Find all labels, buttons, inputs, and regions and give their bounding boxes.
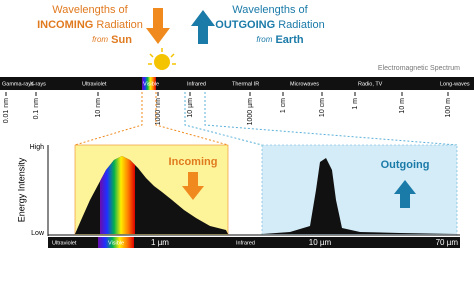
band-label: Radio, TV (358, 81, 383, 87)
tick-label: 10 cm (319, 98, 326, 117)
band-label: Long-waves (440, 81, 470, 87)
band-label: Thermal IR (232, 81, 259, 87)
incoming-plot-arrow (182, 172, 204, 200)
tick-label: 10 nm (95, 98, 102, 118)
heading-line: from Earth (256, 34, 303, 46)
sun (154, 54, 170, 70)
y-high: High (30, 144, 45, 151)
spectrum-strip (0, 77, 474, 90)
spectrum-title: Electromagnetic Spectrum (378, 65, 460, 72)
outgoing-plot-arrow (394, 180, 416, 208)
y-title: Energy Intensity (16, 157, 26, 222)
band-label: Gamma-rays (2, 81, 34, 87)
sun-rays (148, 48, 176, 65)
bottom-visible (98, 237, 134, 248)
heading-line: Wavelengths of (232, 4, 308, 16)
y-low: Low (31, 230, 45, 237)
from: from (92, 35, 108, 44)
emphasis: OUTGOING (215, 19, 275, 31)
bottom-label: 1 µm (151, 238, 169, 247)
band-label: X-rays (30, 81, 46, 87)
incoming-arrow (146, 8, 170, 44)
outgoing-box (261, 144, 458, 236)
incoming-heading: Wavelengths of INCOMING Radiation from S… (37, 4, 143, 46)
emphasis: INCOMING (37, 19, 93, 31)
tick-label: 10 µm (187, 98, 194, 118)
source: Sun (111, 34, 132, 46)
incoming-label: Incoming (169, 156, 218, 168)
tick-label: 1 cm (280, 98, 287, 113)
heading-line: Wavelengths of (52, 4, 128, 16)
tick-label: 1000 µm (247, 98, 254, 126)
outgoing-label: Outgoing (381, 159, 430, 171)
outgoing-arrow (191, 10, 215, 44)
heading-line: OUTGOING Radiation (215, 19, 324, 31)
band-label: Microwaves (290, 81, 319, 87)
tick-label: 0.1 nm (33, 98, 40, 120)
heading-line: from Sun (92, 34, 132, 46)
band-label: Infrared (187, 81, 206, 87)
tick-label: 1 m (352, 98, 359, 110)
source: Earth (275, 34, 303, 46)
bottom-label: Infrared (236, 240, 255, 246)
bottom-strip (48, 237, 460, 248)
tick-label: 0.01 nm (3, 98, 10, 123)
from: from (256, 35, 272, 44)
bottom-label: 70 µm (436, 238, 459, 247)
heading-rest: Radiation (96, 19, 142, 31)
bottom-label: Ultraviolet (52, 240, 77, 246)
tick-label: 100 m (445, 98, 452, 118)
bottom-label: Visible (108, 240, 124, 246)
visible-band (142, 77, 156, 90)
heading-rest: Radiation (278, 19, 324, 31)
outgoing-heading: Wavelengths of OUTGOING Radiation from E… (215, 4, 324, 46)
band-label: Ultraviolet (82, 81, 107, 87)
tick-label: 1000 nm (155, 98, 162, 125)
funnel (74, 92, 458, 146)
band-label: Visible (143, 81, 159, 87)
heading-line: INCOMING Radiation (37, 19, 143, 31)
bottom-label: 10 µm (309, 238, 332, 247)
tick-label: 10 m (399, 98, 406, 114)
